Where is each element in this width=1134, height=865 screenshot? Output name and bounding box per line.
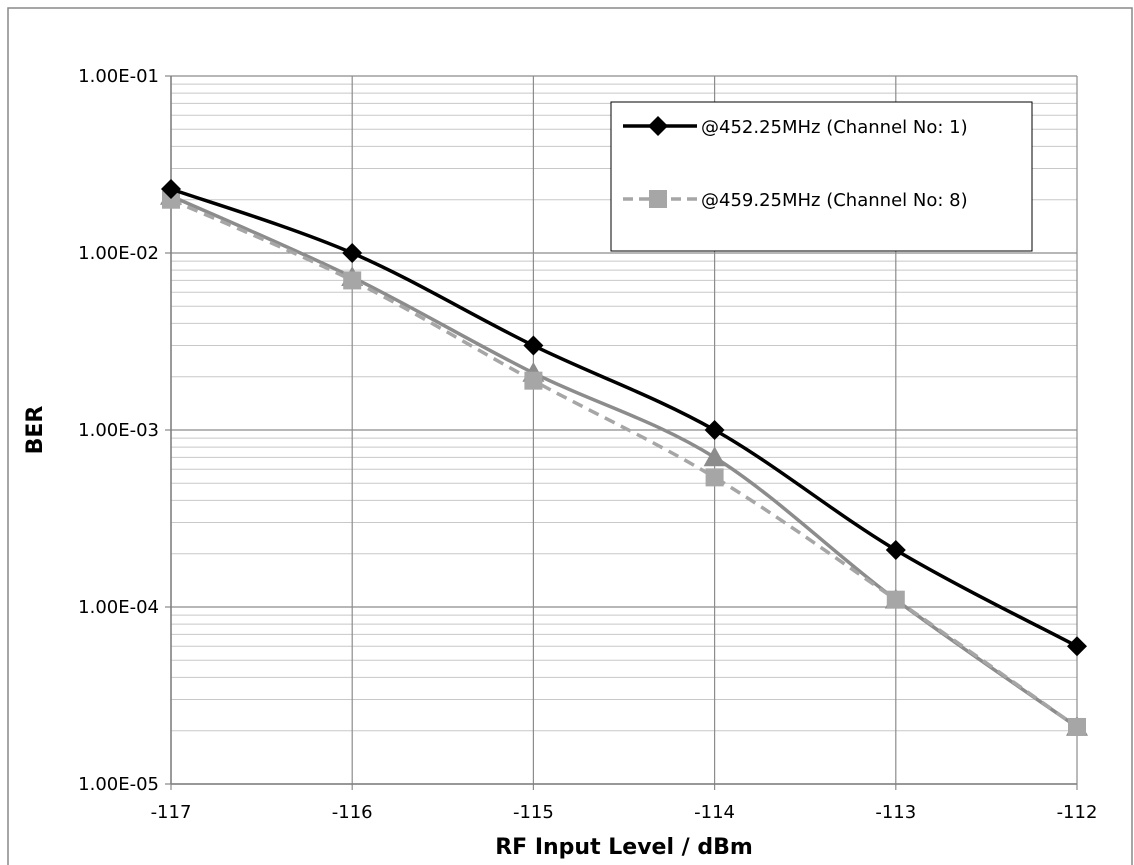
y-tick-label: 1.00E-05	[78, 774, 159, 795]
data-point-marker	[705, 468, 724, 487]
data-point-marker	[524, 371, 543, 390]
legend-marker	[648, 116, 668, 136]
legend-label: @459.25MHz (Channel No: 8)	[701, 190, 968, 211]
data-point-marker	[161, 178, 181, 199]
data-point-marker	[703, 446, 726, 467]
x-tick-label: -114	[694, 802, 735, 823]
legend: @452.25MHz (Channel No: 1) @459.25MHz (Ch…	[610, 101, 1033, 252]
y-tick-label: 1.00E-04	[78, 597, 159, 618]
series-3	[162, 190, 1086, 736]
data-point-marker	[343, 271, 362, 290]
y-tick-label: 1.00E-01	[78, 66, 159, 87]
x-tick-label: -117	[151, 802, 192, 823]
data-point-marker	[523, 335, 544, 356]
data-point-marker	[885, 539, 906, 560]
x-tick-label: -113	[875, 802, 916, 823]
data-point-marker	[1068, 717, 1086, 736]
series-layer	[160, 178, 1088, 736]
data-point-marker	[704, 420, 725, 440]
x-tick-label: -116	[332, 802, 373, 823]
legend-item: @452.25MHz (Channel No: 1)	[623, 116, 968, 138]
y-tick-label: 1.00E-02	[78, 243, 159, 264]
legend-item: @459.25MHz (Channel No: 8)	[623, 190, 968, 211]
legend-label: @452.25MHz (Channel No: 1)	[701, 117, 968, 138]
series-line	[170, 187, 1078, 648]
series-1	[161, 178, 1087, 657]
tick-labels: 1.00E-05 1.00E-04 1.00E-03 1.00E-02 1.00E-01…	[78, 66, 1097, 823]
legend-marker	[649, 190, 667, 208]
x-tick-label: -115	[513, 802, 554, 823]
x-axis-title: RF Input Level / dBm	[495, 835, 753, 860]
data-point-marker	[1067, 636, 1087, 657]
y-tick-label: 1.00E-03	[78, 420, 159, 441]
x-tick-label: -112	[1057, 802, 1098, 823]
data-point-marker	[162, 190, 180, 209]
y-axis-title: BER	[23, 406, 48, 455]
data-point-marker	[342, 243, 363, 263]
series-line	[170, 198, 1079, 729]
data-point-marker	[886, 590, 905, 609]
